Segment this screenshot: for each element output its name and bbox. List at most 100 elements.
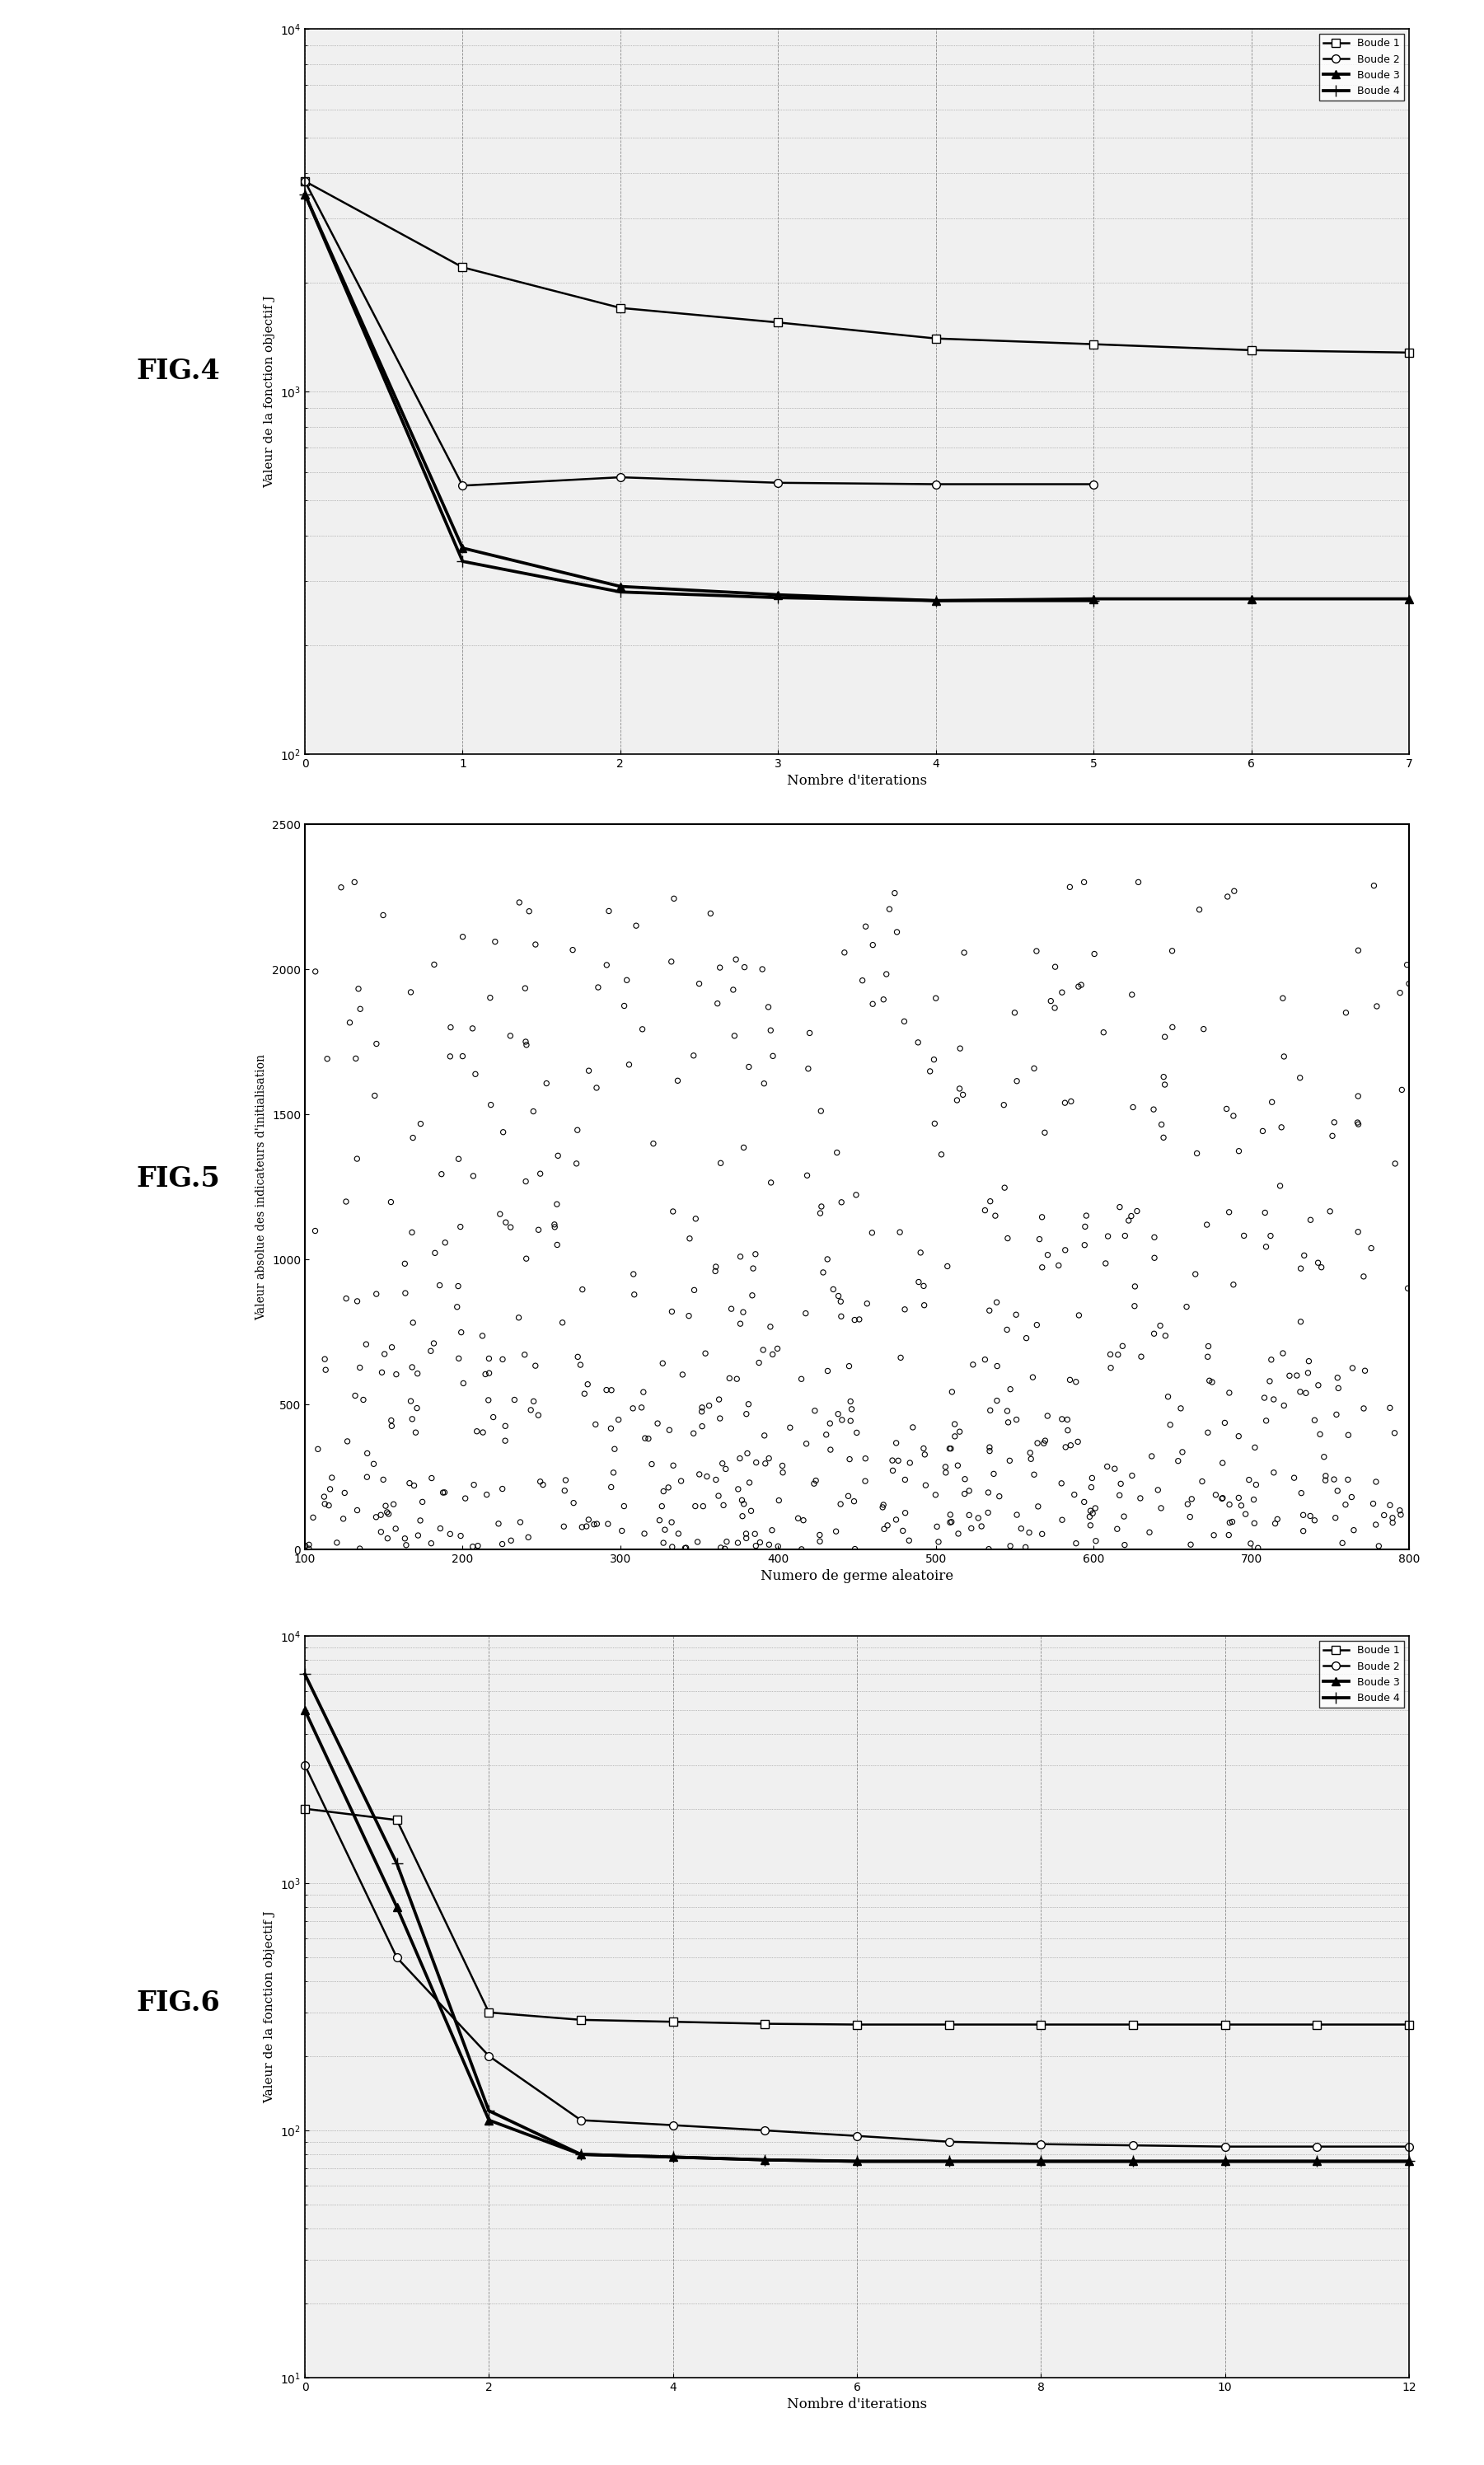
Point: [597, 1504, 620, 1543]
Point: [1298, 1200, 1322, 1240]
Point: [942, 1417, 966, 1457]
Point: [684, 1486, 708, 1526]
Point: [1149, 1306, 1172, 1346]
Point: [1220, 1501, 1244, 1541]
Point: [420, 1459, 444, 1499]
Point: [754, 1444, 778, 1484]
Point: [1201, 1363, 1224, 1403]
Point: [1242, 1479, 1266, 1518]
Point: [445, 1287, 469, 1326]
Point: [953, 932, 976, 971]
Point: [524, 1346, 548, 1385]
Point: [1296, 1353, 1319, 1393]
Point: [809, 1193, 833, 1232]
Point: [607, 1400, 631, 1440]
Point: [1083, 1521, 1107, 1560]
Point: [432, 1474, 456, 1514]
Point: [938, 1494, 962, 1533]
Point: [370, 1353, 393, 1393]
Point: [1095, 1447, 1119, 1486]
Point: [543, 1208, 567, 1247]
Point: [712, 1486, 736, 1526]
Point: [794, 1425, 818, 1464]
Point: [935, 1247, 959, 1287]
Point: [312, 1477, 335, 1516]
Point: [493, 1420, 516, 1459]
Point: [1221, 1097, 1245, 1136]
Point: [1383, 1144, 1407, 1183]
Point: [978, 1181, 1002, 1220]
Point: [1146, 1469, 1169, 1509]
Point: [669, 1462, 693, 1501]
Point: [873, 1509, 896, 1548]
Point: [1322, 1102, 1346, 1141]
Point: [772, 1452, 795, 1491]
Point: [732, 1129, 755, 1168]
Point: [824, 1511, 847, 1550]
Point: [1073, 1225, 1097, 1265]
Point: [1288, 1373, 1312, 1412]
Point: [631, 1011, 654, 1050]
Point: [1058, 1361, 1082, 1400]
Point: [938, 1430, 962, 1469]
Point: [531, 1464, 555, 1504]
Point: [893, 1289, 917, 1329]
Point: [1388, 974, 1411, 1013]
Point: [552, 1472, 576, 1511]
Y-axis label: Valeur de la fonction objectif J: Valeur de la fonction objectif J: [264, 296, 276, 488]
Point: [1327, 1368, 1350, 1408]
Point: [515, 1025, 539, 1065]
Point: [726, 1469, 749, 1509]
Point: [1334, 993, 1358, 1033]
Point: [601, 1452, 625, 1491]
Point: [401, 1400, 424, 1440]
Point: [877, 890, 901, 929]
Point: [718, 1358, 742, 1398]
Point: [703, 1252, 727, 1292]
Point: [423, 1232, 447, 1272]
Point: [1020, 1440, 1043, 1479]
Point: [1123, 1267, 1147, 1306]
Point: [518, 892, 542, 932]
Point: [301, 1499, 325, 1538]
Legend: Boude 1, Boude 2, Boude 3, Boude 4: Boude 1, Boude 2, Boude 3, Boude 4: [1319, 35, 1404, 101]
Point: [475, 1474, 499, 1514]
Point: [1266, 1499, 1290, 1538]
Point: [646, 1403, 669, 1442]
Point: [1070, 966, 1094, 1006]
Point: [941, 1373, 965, 1412]
Point: [499, 1208, 522, 1247]
Point: [1388, 1491, 1411, 1531]
Point: [705, 984, 729, 1023]
Point: [1178, 1496, 1202, 1536]
Point: [355, 1435, 378, 1474]
Point: [1202, 1516, 1226, 1555]
Point: [810, 1186, 834, 1225]
Point: [551, 1304, 574, 1343]
Point: [1258, 1361, 1282, 1400]
Point: [365, 1023, 389, 1062]
Point: [355, 1457, 378, 1496]
Point: [613, 986, 637, 1025]
Point: [478, 979, 502, 1018]
Point: [1077, 1496, 1101, 1536]
Point: [984, 1196, 1008, 1235]
Point: [757, 988, 781, 1028]
Point: [730, 1496, 754, 1536]
Point: [1113, 1526, 1137, 1565]
Point: [401, 1304, 424, 1343]
Point: [871, 1484, 895, 1523]
Point: [582, 1504, 605, 1543]
Point: [833, 932, 856, 971]
Point: [399, 1380, 423, 1420]
Point: [881, 1452, 905, 1491]
Point: [1079, 1467, 1103, 1506]
Point: [997, 1442, 1021, 1481]
Point: [660, 1528, 684, 1568]
Point: [375, 1518, 399, 1558]
Point: [721, 971, 745, 1011]
Point: [732, 1484, 755, 1523]
Point: [491, 1469, 515, 1509]
Point: [978, 1427, 1002, 1467]
Point: [1380, 1499, 1404, 1538]
